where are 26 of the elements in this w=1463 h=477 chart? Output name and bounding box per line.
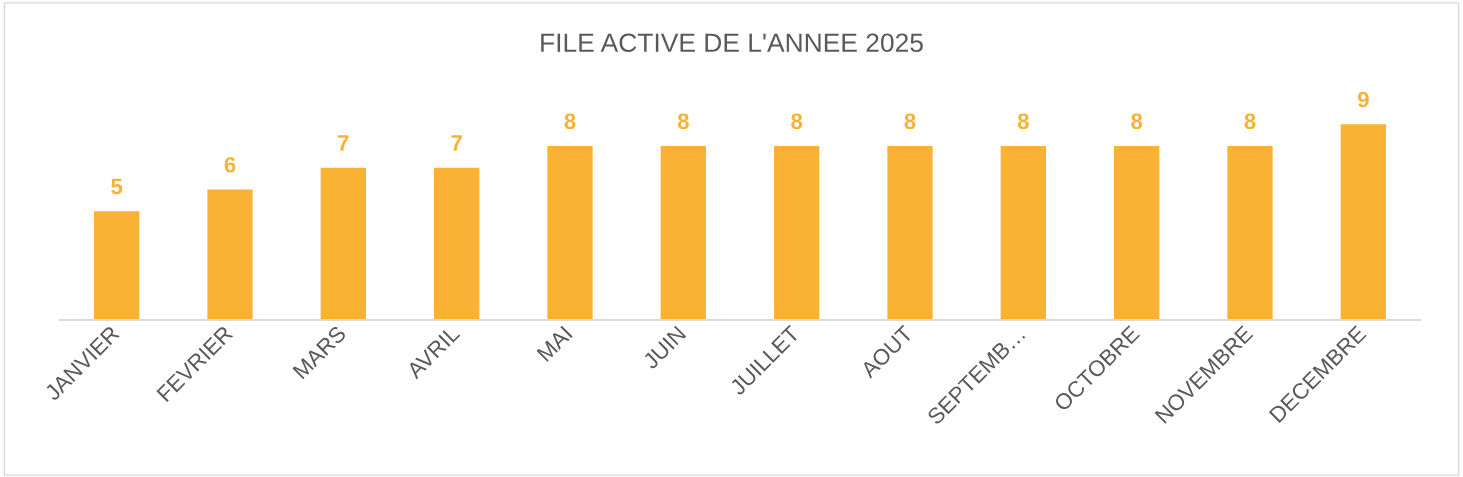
bar (887, 146, 933, 320)
data-label: 8 (677, 113, 689, 130)
data-label: 8 (1017, 113, 1029, 130)
bar (1227, 146, 1273, 320)
data-label: 7 (451, 135, 462, 151)
data-label: 8 (904, 113, 916, 130)
data-label: 6 (224, 156, 236, 173)
bar (434, 167, 480, 320)
bar (1340, 124, 1386, 320)
chart-title: FILE ACTIVE DE L'ANNEE 2025 (541, 33, 923, 53)
data-label: 8 (1244, 113, 1256, 130)
bar (1114, 146, 1160, 320)
bar (320, 167, 366, 320)
data-label: 5 (111, 178, 123, 195)
bar (1000, 146, 1046, 320)
bar (774, 146, 820, 320)
x-tick-label: MAI (536, 325, 573, 362)
bar (94, 211, 140, 320)
bar (660, 146, 706, 320)
data-label: 8 (791, 113, 803, 130)
data-label: 8 (564, 113, 576, 130)
bar (207, 189, 253, 320)
data-label: 9 (1357, 91, 1369, 108)
data-label: 7 (338, 135, 349, 151)
bar (547, 146, 593, 320)
data-label: 8 (1131, 113, 1143, 130)
